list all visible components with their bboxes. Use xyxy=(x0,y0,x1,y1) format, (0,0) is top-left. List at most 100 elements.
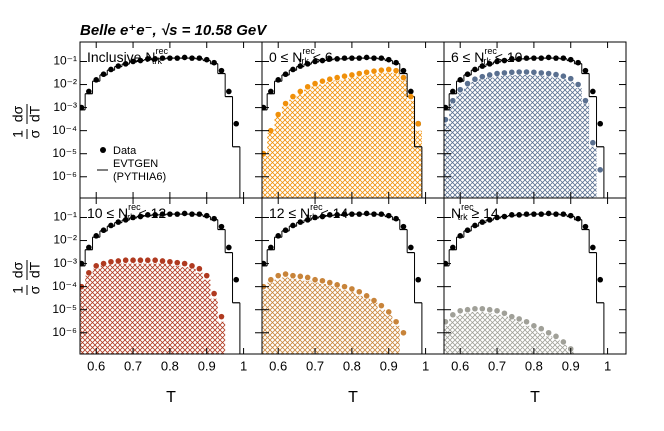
y-tick-label: 10⁻¹ xyxy=(53,54,77,68)
legend-marker xyxy=(100,147,106,153)
data-point xyxy=(575,215,581,222)
data-point xyxy=(400,223,407,230)
data-point xyxy=(501,70,508,76)
panel-label-sub: trk xyxy=(125,212,135,222)
mc-bin xyxy=(544,336,553,354)
mc-bin xyxy=(217,321,226,354)
data-point xyxy=(560,73,567,80)
mc-bin xyxy=(508,318,516,354)
mc-bin xyxy=(318,84,327,198)
panel xyxy=(80,54,241,198)
data-point xyxy=(523,211,530,217)
data-point xyxy=(319,78,326,84)
data-point xyxy=(464,306,471,313)
mc-bin xyxy=(289,99,297,198)
panel xyxy=(80,210,241,354)
panel-label-post: < 14 xyxy=(317,205,349,221)
data-point xyxy=(319,277,326,284)
data-point xyxy=(100,227,107,234)
data-point xyxy=(545,210,552,217)
mc-bin xyxy=(486,313,494,354)
mc-bin xyxy=(463,313,472,354)
panel-label-sup: rec xyxy=(128,202,141,212)
data-point xyxy=(457,77,464,83)
panel xyxy=(262,54,423,198)
mc-bin xyxy=(370,74,378,198)
x-tick-label: 0.7 xyxy=(488,358,506,373)
x-tick-label: 0.8 xyxy=(525,358,543,373)
mc-bin xyxy=(471,81,479,198)
mc-bin xyxy=(449,318,457,354)
panel-label-sup: rec xyxy=(484,46,497,56)
data-point xyxy=(393,318,399,325)
mc-bin xyxy=(203,279,211,354)
y-label-den: dT xyxy=(27,105,43,122)
mc-bin xyxy=(444,123,450,198)
x-tick-label: 0.9 xyxy=(198,358,216,373)
x-tick-label: 1 xyxy=(604,358,611,373)
data-point xyxy=(211,290,217,297)
data-point xyxy=(290,93,296,100)
mc-bin xyxy=(151,263,159,354)
data-point xyxy=(334,74,340,81)
data-point xyxy=(378,211,385,217)
data-point xyxy=(268,276,274,283)
data-point xyxy=(86,88,92,95)
mc-bin xyxy=(385,314,393,354)
data-point xyxy=(560,339,567,345)
data-point xyxy=(472,66,478,73)
y-axis-label: 1 σdσ dT xyxy=(10,260,43,295)
mc-bin xyxy=(574,88,582,198)
mc-bin xyxy=(493,76,501,198)
data-point xyxy=(508,69,515,76)
data-point xyxy=(464,71,471,78)
data-point xyxy=(100,71,107,78)
mc-bin xyxy=(355,295,363,354)
panel-label-sup: rec xyxy=(461,202,474,212)
data-point xyxy=(575,59,581,66)
data-point xyxy=(508,313,515,320)
mc-bin xyxy=(414,130,422,198)
mc-bin xyxy=(188,268,196,354)
data-point xyxy=(275,111,282,118)
legend-label: EVTGEN xyxy=(113,158,158,170)
mc-bin xyxy=(296,94,304,198)
y-tick-label: 10⁻³ xyxy=(53,100,77,114)
data-point xyxy=(108,258,114,265)
mc-bin xyxy=(399,80,408,198)
mc-bin xyxy=(80,288,86,354)
data-point xyxy=(450,312,456,318)
mc-bin xyxy=(304,89,312,198)
data-point xyxy=(211,215,217,222)
data-point xyxy=(181,260,188,267)
data-point xyxy=(393,215,399,222)
mc-bin xyxy=(478,311,486,354)
data-point xyxy=(196,55,203,61)
data-point xyxy=(385,309,392,315)
data-point xyxy=(363,54,370,61)
panel-label-pre: Inclusive N xyxy=(87,49,155,65)
chart-title: Belle e⁺e⁻, √s = 10.58 GeV xyxy=(80,22,268,39)
data-point xyxy=(203,272,210,279)
mc-bin xyxy=(348,291,356,354)
data-point xyxy=(312,80,318,87)
data-point xyxy=(349,72,355,78)
mc-bin xyxy=(114,263,122,354)
panel-label-sup: rec xyxy=(155,46,168,56)
mc-bin xyxy=(122,263,130,354)
data-point xyxy=(472,76,478,83)
mc-bin xyxy=(333,287,341,354)
y-label-den: dT xyxy=(27,261,43,278)
x-tick-label: 0.7 xyxy=(306,358,324,373)
x-tick-label: 1 xyxy=(422,358,429,373)
panel-label-post: < 6 xyxy=(309,49,333,65)
panel-label-pre: 10 ≤ N xyxy=(87,205,128,221)
data-point xyxy=(393,59,399,66)
mc-bin xyxy=(522,74,531,198)
data-point xyxy=(385,66,392,73)
data-point xyxy=(523,55,530,61)
data-point xyxy=(363,210,370,217)
mc-bin xyxy=(348,77,356,198)
mc-bin xyxy=(144,263,152,354)
